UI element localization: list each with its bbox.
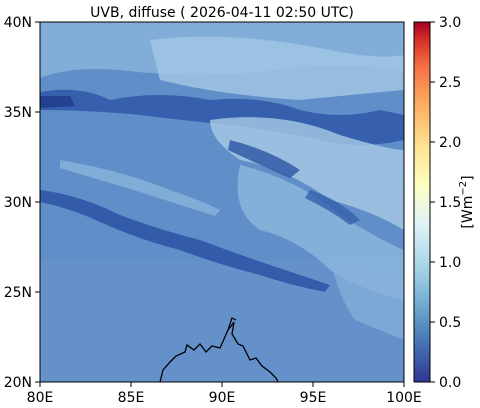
y-tick-label: 40N	[4, 15, 32, 31]
x-tick-label: 85E	[118, 390, 145, 406]
y-axis: 40N 35N 30N 25N 20N	[4, 15, 40, 391]
colorbar-tick-label: 2.5	[439, 75, 461, 91]
colorbar-tick-label: 2.0	[439, 135, 461, 151]
x-tick-label: 100E	[386, 390, 422, 406]
colorbar: 3.0 2.5 2.0 1.5 1.0 0.5 0.0 [Wm−2]	[413, 15, 476, 391]
x-axis: 80E 85E 90E 95E 100E	[27, 382, 422, 406]
colorbar-tick-label: 0.5	[439, 315, 461, 331]
colorbar-tick-label: 1.5	[439, 195, 461, 211]
y-tick-label: 25N	[4, 285, 32, 301]
colorbar-gradient	[413, 21, 431, 383]
x-tick-label: 90E	[209, 390, 236, 406]
colorbar-tick-label: 3.0	[439, 15, 461, 31]
y-tick-label: 30N	[4, 195, 32, 211]
x-tick-label: 80E	[27, 390, 54, 406]
y-tick-label: 35N	[4, 105, 32, 121]
colorbar-tick-label: 0.0	[439, 375, 461, 391]
y-tick-label: 20N	[4, 375, 32, 391]
x-tick-label: 95E	[300, 390, 327, 406]
map-plot-area	[40, 22, 404, 382]
map-title: UVB, diffuse ( 2026-04-11 02:50 UTC)	[90, 5, 354, 21]
colorbar-label: [Wm−2]	[458, 175, 476, 228]
colorbar-tick-label: 1.0	[439, 255, 461, 271]
